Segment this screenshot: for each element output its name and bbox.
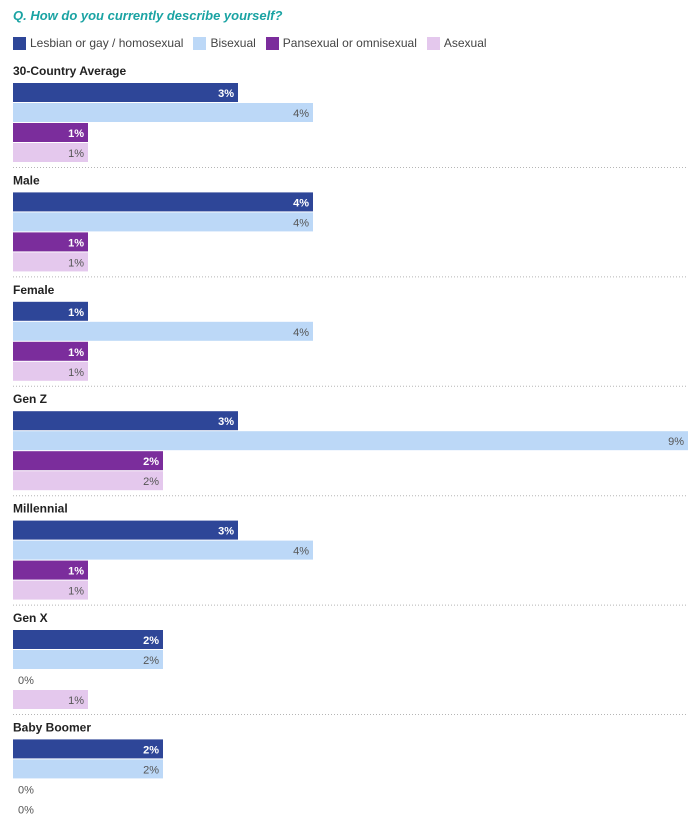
data-label-baby-boomer-lesbian-or-gay-homosexual: 2% bbox=[143, 744, 159, 756]
legend-label-asexual: Asexual bbox=[443, 36, 487, 50]
data-label-30-country-average-bisexual: 4% bbox=[293, 108, 309, 120]
data-label-female-asexual: 1% bbox=[68, 367, 84, 379]
legend-swatch-asexual bbox=[426, 36, 440, 50]
bar-gen-z-lesbian-or-gay-homosexual[interactable] bbox=[13, 411, 238, 431]
legend-swatch-lesbian-gay bbox=[13, 36, 26, 50]
bar-baby-boomer-bisexual[interactable] bbox=[13, 759, 163, 779]
data-label-gen-x-pansexual-or-omnisexual: 0% bbox=[18, 675, 34, 687]
bar-female-asexual[interactable] bbox=[13, 361, 88, 381]
bar-millennial-lesbian-or-gay-homosexual[interactable] bbox=[13, 520, 238, 540]
data-label-baby-boomer-bisexual: 2% bbox=[143, 764, 159, 776]
bar-gen-z-asexual[interactable] bbox=[13, 471, 163, 491]
bar-millennial-bisexual[interactable] bbox=[13, 540, 313, 560]
legend-item-lesbian-gay[interactable]: Lesbian or gay / homosexual bbox=[13, 36, 183, 50]
bar-female-pansexual-or-omnisexual[interactable] bbox=[13, 341, 88, 361]
legend-item-bisexual[interactable]: Bisexual bbox=[193, 36, 256, 50]
data-label-gen-x-lesbian-or-gay-homosexual: 2% bbox=[143, 635, 159, 647]
data-label-female-pansexual-or-omnisexual: 1% bbox=[68, 347, 84, 359]
category-label-male: Male bbox=[13, 173, 40, 187]
category-label-gen-x: Gen X bbox=[13, 611, 48, 625]
bar-30-country-average-pansexual-or-omnisexual[interactable] bbox=[13, 123, 88, 142]
category-label-millennial: Millennial bbox=[13, 502, 68, 516]
data-label-male-lesbian-or-gay-homosexual: 4% bbox=[293, 197, 309, 209]
category-label-gen-z: Gen Z bbox=[13, 392, 47, 406]
legend-label-bisexual: Bisexual bbox=[210, 36, 256, 50]
data-label-baby-boomer-asexual: 0% bbox=[18, 804, 34, 816]
bar-30-country-average-lesbian-or-gay-homosexual[interactable] bbox=[13, 83, 238, 102]
data-label-male-asexual: 1% bbox=[68, 257, 84, 269]
data-label-gen-x-asexual: 1% bbox=[68, 695, 84, 707]
category-label-baby-boomer: Baby Boomer bbox=[13, 720, 91, 734]
bar-baby-boomer-lesbian-or-gay-homosexual[interactable] bbox=[13, 739, 163, 759]
legend-swatch-pansexual bbox=[265, 36, 279, 50]
bar-30-country-average-asexual[interactable] bbox=[13, 143, 88, 162]
data-label-30-country-average-pansexual-or-omnisexual: 1% bbox=[68, 128, 84, 140]
data-label-gen-z-bisexual: 9% bbox=[668, 436, 684, 448]
data-label-30-country-average-lesbian-or-gay-homosexual: 3% bbox=[218, 88, 234, 100]
data-label-millennial-lesbian-or-gay-homosexual: 3% bbox=[218, 526, 234, 538]
data-label-gen-z-asexual: 2% bbox=[143, 476, 159, 488]
bar-male-lesbian-or-gay-homosexual[interactable] bbox=[13, 192, 313, 212]
data-label-female-bisexual: 4% bbox=[293, 327, 309, 339]
data-label-gen-z-lesbian-or-gay-homosexual: 3% bbox=[218, 416, 234, 428]
bar-gen-x-lesbian-or-gay-homosexual[interactable] bbox=[13, 630, 163, 649]
data-label-gen-x-bisexual: 2% bbox=[143, 655, 159, 667]
data-label-millennial-asexual: 1% bbox=[68, 586, 84, 598]
bar-gen-z-bisexual[interactable] bbox=[13, 431, 688, 451]
bar-gen-z-pansexual-or-omnisexual[interactable] bbox=[13, 451, 163, 471]
data-label-millennial-pansexual-or-omnisexual: 1% bbox=[68, 566, 84, 578]
data-label-male-bisexual: 4% bbox=[293, 217, 309, 229]
bar-male-pansexual-or-omnisexual[interactable] bbox=[13, 232, 88, 252]
bar-millennial-asexual[interactable] bbox=[13, 580, 88, 600]
data-label-female-lesbian-or-gay-homosexual: 1% bbox=[68, 307, 84, 319]
data-label-baby-boomer-pansexual-or-omnisexual: 0% bbox=[18, 784, 34, 796]
legend: Lesbian or gay / homosexual Bisexual Pan… bbox=[13, 36, 497, 50]
legend-label-lesbian-gay: Lesbian or gay / homosexual bbox=[30, 36, 184, 50]
bar-millennial-pansexual-or-omnisexual[interactable] bbox=[13, 560, 88, 580]
data-label-millennial-bisexual: 4% bbox=[293, 546, 309, 558]
bar-male-asexual[interactable] bbox=[13, 252, 88, 272]
data-label-gen-z-pansexual-or-omnisexual: 2% bbox=[143, 456, 159, 468]
data-label-male-pansexual-or-omnisexual: 1% bbox=[68, 237, 84, 249]
data-label-30-country-average-asexual: 1% bbox=[68, 148, 84, 160]
bar-30-country-average-bisexual[interactable] bbox=[13, 103, 313, 122]
legend-label-pansexual: Pansexual or omnisexual bbox=[282, 36, 417, 50]
question-title: Q. How do you currently describe yoursel… bbox=[13, 8, 283, 23]
bar-female-bisexual[interactable] bbox=[13, 321, 313, 341]
bar-female-lesbian-or-gay-homosexual[interactable] bbox=[13, 301, 88, 321]
category-label-30-country-average: 30-Country Average bbox=[13, 64, 126, 78]
bar-gen-x-bisexual[interactable] bbox=[13, 650, 163, 669]
legend-item-asexual[interactable]: Asexual bbox=[426, 36, 487, 50]
category-label-female: Female bbox=[13, 283, 55, 297]
bar-gen-x-asexual[interactable] bbox=[13, 690, 88, 709]
legend-item-pansexual[interactable]: Pansexual or omnisexual bbox=[265, 36, 417, 50]
legend-swatch-bisexual bbox=[193, 36, 207, 50]
bar-male-bisexual[interactable] bbox=[13, 212, 313, 232]
